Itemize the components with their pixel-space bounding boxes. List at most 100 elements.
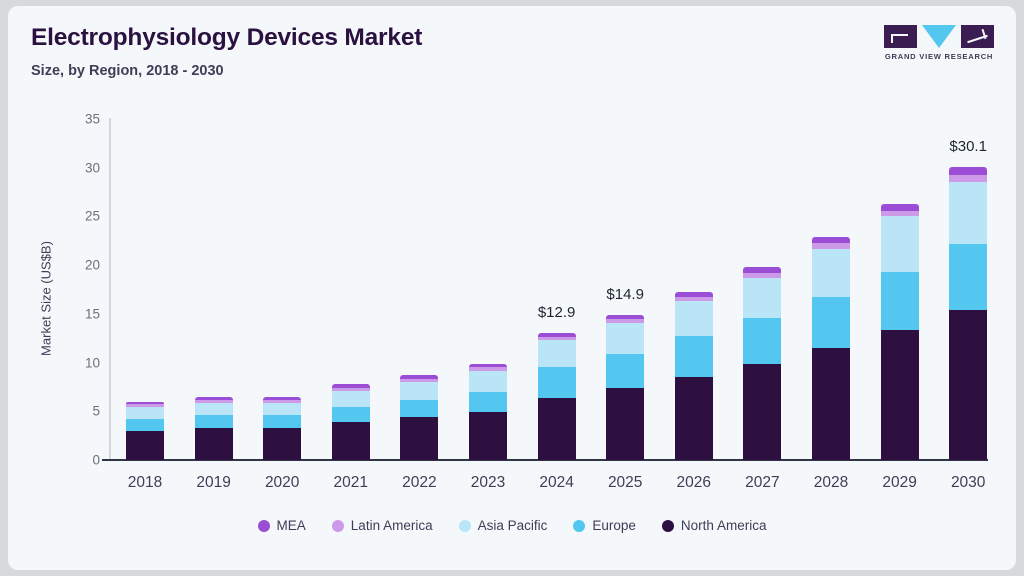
- bar-segment[interactable]: [331, 422, 370, 460]
- bar-segment[interactable]: [812, 243, 850, 249]
- bar-segment[interactable]: [537, 336, 576, 341]
- bar-segment[interactable]: [949, 166, 988, 175]
- bar-segment[interactable]: [126, 407, 164, 420]
- bar-segment[interactable]: [674, 301, 713, 337]
- bar-segment[interactable]: [812, 297, 850, 348]
- legend-item[interactable]: Asia Pacific: [458, 518, 548, 533]
- logo-marks: [884, 25, 994, 49]
- bar-column[interactable]: [880, 119, 919, 460]
- bar-segment[interactable]: [949, 309, 988, 460]
- bar-segment[interactable]: [263, 415, 302, 428]
- bar-segment[interactable]: [400, 382, 439, 400]
- bar-column[interactable]: [537, 119, 576, 460]
- x-tick-label: 2018: [127, 474, 163, 491]
- bar-segment[interactable]: [674, 291, 713, 297]
- bar-column[interactable]: [263, 119, 302, 460]
- bar-segment[interactable]: [606, 353, 645, 388]
- bar-value-label: $12.9: [537, 304, 576, 322]
- bar-segment[interactable]: [743, 317, 782, 364]
- bar-column[interactable]: [606, 119, 645, 460]
- bar-column[interactable]: [743, 119, 782, 460]
- y-tick-label: 5: [92, 403, 100, 419]
- bar-column[interactable]: [812, 119, 850, 460]
- legend-item[interactable]: Europe: [573, 518, 636, 533]
- bar-segment[interactable]: [126, 404, 164, 408]
- x-tick-label: 2023: [470, 474, 506, 491]
- bar-segment[interactable]: [194, 427, 233, 460]
- bar-segment[interactable]: [331, 407, 370, 423]
- bar-segment[interactable]: [400, 379, 439, 383]
- bar-segment[interactable]: [263, 399, 302, 403]
- bar-column[interactable]: [126, 119, 164, 460]
- bar-segment[interactable]: [263, 427, 302, 460]
- bar-segment[interactable]: [537, 397, 576, 460]
- bar-value-label: $14.9: [606, 285, 644, 303]
- bar-segment[interactable]: [674, 336, 713, 378]
- bar-segment[interactable]: [400, 375, 439, 380]
- bar-segment[interactable]: [743, 277, 782, 318]
- legend-color-swatch: [257, 519, 270, 532]
- bar-segment[interactable]: [331, 384, 370, 388]
- bar-segment[interactable]: [469, 363, 507, 368]
- bar-segment[interactable]: [469, 367, 507, 372]
- bar-segment[interactable]: [949, 243, 988, 310]
- legend-label: Asia Pacific: [477, 518, 548, 533]
- bar-column[interactable]: [331, 119, 370, 460]
- logo-right-box-icon: [961, 25, 994, 48]
- bar-segment[interactable]: [880, 210, 919, 217]
- bar-segment[interactable]: [880, 203, 919, 211]
- bar-segment[interactable]: [743, 363, 782, 460]
- legend-item[interactable]: MEA: [257, 518, 306, 533]
- legend-item[interactable]: North America: [661, 518, 766, 533]
- bar-segment[interactable]: [331, 390, 370, 408]
- bar-segment[interactable]: [674, 377, 713, 460]
- bar-segment[interactable]: [880, 271, 919, 331]
- bar-segment[interactable]: [537, 333, 576, 337]
- bar-segment[interactable]: [400, 399, 439, 418]
- bar-segment[interactable]: [126, 401, 164, 405]
- bar-segment[interactable]: [606, 322, 645, 354]
- bar-segment[interactable]: [812, 248, 850, 298]
- bar-segment[interactable]: [194, 396, 233, 400]
- bar-segment[interactable]: [880, 216, 919, 272]
- bar-segment[interactable]: [537, 340, 576, 368]
- bar-segment[interactable]: [194, 415, 233, 428]
- bar-segment[interactable]: [949, 174, 988, 183]
- bar-column[interactable]: [949, 119, 988, 460]
- bar-segment[interactable]: [674, 296, 713, 302]
- bar-segment[interactable]: [812, 236, 850, 244]
- chart-card: Electrophysiology Devices Market Size, b…: [8, 6, 1016, 570]
- y-tick-label: 0: [92, 452, 100, 468]
- bar-segment[interactable]: [949, 182, 988, 244]
- bar-segment[interactable]: [263, 402, 302, 416]
- y-tick-label: 35: [84, 111, 100, 127]
- bar-segment[interactable]: [194, 402, 233, 416]
- grand-view-research-logo: GRAND VIEW RESEARCH: [884, 25, 994, 65]
- bar-segment[interactable]: [469, 412, 507, 460]
- bar-column[interactable]: [674, 119, 713, 460]
- bar-segment[interactable]: [400, 417, 439, 460]
- bar-segment[interactable]: [812, 347, 850, 460]
- bar-segment[interactable]: [743, 272, 782, 278]
- bar-column[interactable]: [400, 119, 439, 460]
- legend-label: MEA: [276, 518, 306, 533]
- bar-column[interactable]: [194, 119, 233, 460]
- bar-segment[interactable]: [743, 267, 782, 273]
- bar-segment[interactable]: [469, 391, 507, 413]
- bar-segment[interactable]: [126, 419, 164, 431]
- x-tick-label: 2020: [264, 474, 300, 491]
- bar-segment[interactable]: [880, 330, 919, 460]
- bar-segment[interactable]: [606, 318, 645, 323]
- bar-segment[interactable]: [126, 430, 164, 460]
- x-tick-label: 2028: [813, 474, 849, 491]
- bar-segment[interactable]: [469, 371, 507, 392]
- bar-segment[interactable]: [263, 396, 302, 400]
- bar-segment[interactable]: [194, 399, 233, 403]
- chart-plot-area: Market Size (US$B) 0 5 10 15 20 25 30 35 $12.9 $…: [8, 6, 1016, 570]
- bar-segment[interactable]: [537, 367, 576, 398]
- bar-segment[interactable]: [331, 387, 370, 391]
- bar-segment[interactable]: [606, 314, 645, 319]
- legend-item[interactable]: Latin America: [331, 518, 433, 533]
- bar-segment[interactable]: [606, 387, 645, 460]
- bar-column[interactable]: [469, 119, 507, 460]
